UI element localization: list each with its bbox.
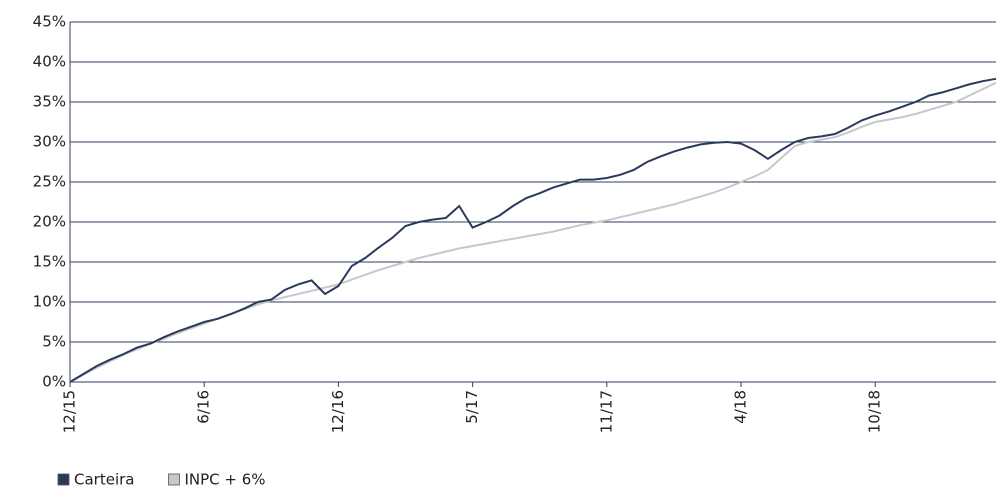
series-line [69,77,997,383]
legend-label: INPC + 6% [184,471,265,489]
y-tick-label: 15% [33,253,66,271]
x-tick-label: 12/15 [61,390,79,433]
y-tick-label: 5% [42,333,66,351]
x-tick-label: 4/18 [732,390,750,424]
y-tick-label: 25% [33,173,66,191]
legend-swatch [168,473,180,486]
y-tick-label: 40% [33,53,66,71]
x-tick-label: 6/16 [195,390,213,424]
x-tick-label: 12/16 [329,390,347,433]
x-tick-label: 11/17 [597,390,615,433]
legend-label: Carteira [74,471,134,489]
y-tick-label: 10% [33,293,66,311]
y-tick-label: 45% [33,13,66,31]
x-tick-label: 10/18 [866,390,884,433]
y-tick-label: 20% [33,213,66,231]
y-tick-label: 0% [42,373,66,391]
x-tick-label: 5/17 [463,390,481,424]
y-tick-label: 30% [33,133,66,151]
y-tick-label: 35% [33,93,66,111]
series-line [69,81,997,383]
legend-swatch [57,473,70,486]
